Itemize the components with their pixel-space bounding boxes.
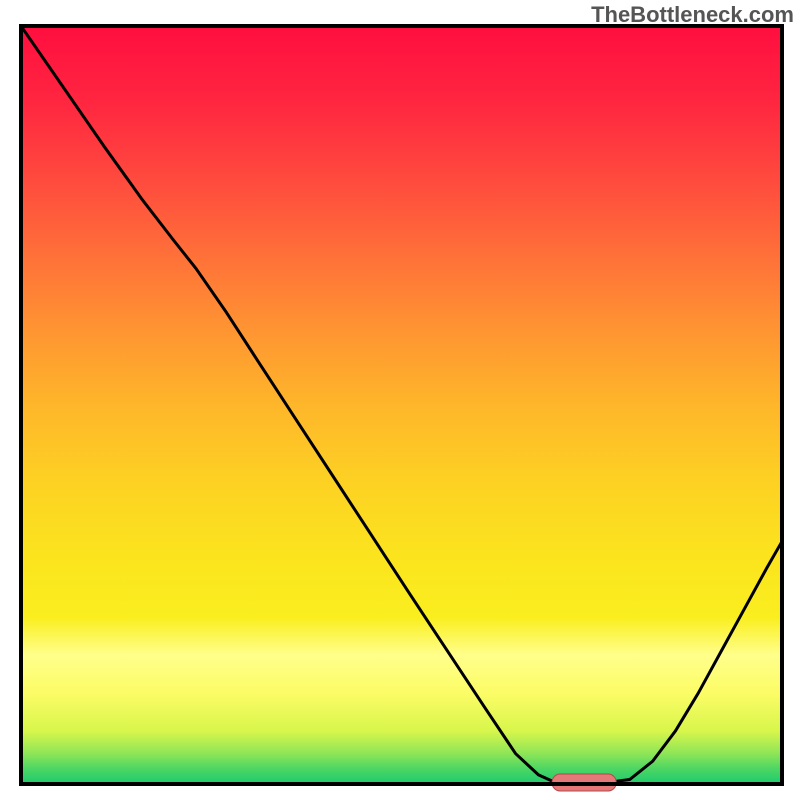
watermark-label: TheBottleneck.com	[591, 2, 794, 28]
bottleneck-chart	[0, 0, 800, 800]
chart-container: TheBottleneck.com	[0, 0, 800, 800]
chart-background	[21, 26, 782, 784]
